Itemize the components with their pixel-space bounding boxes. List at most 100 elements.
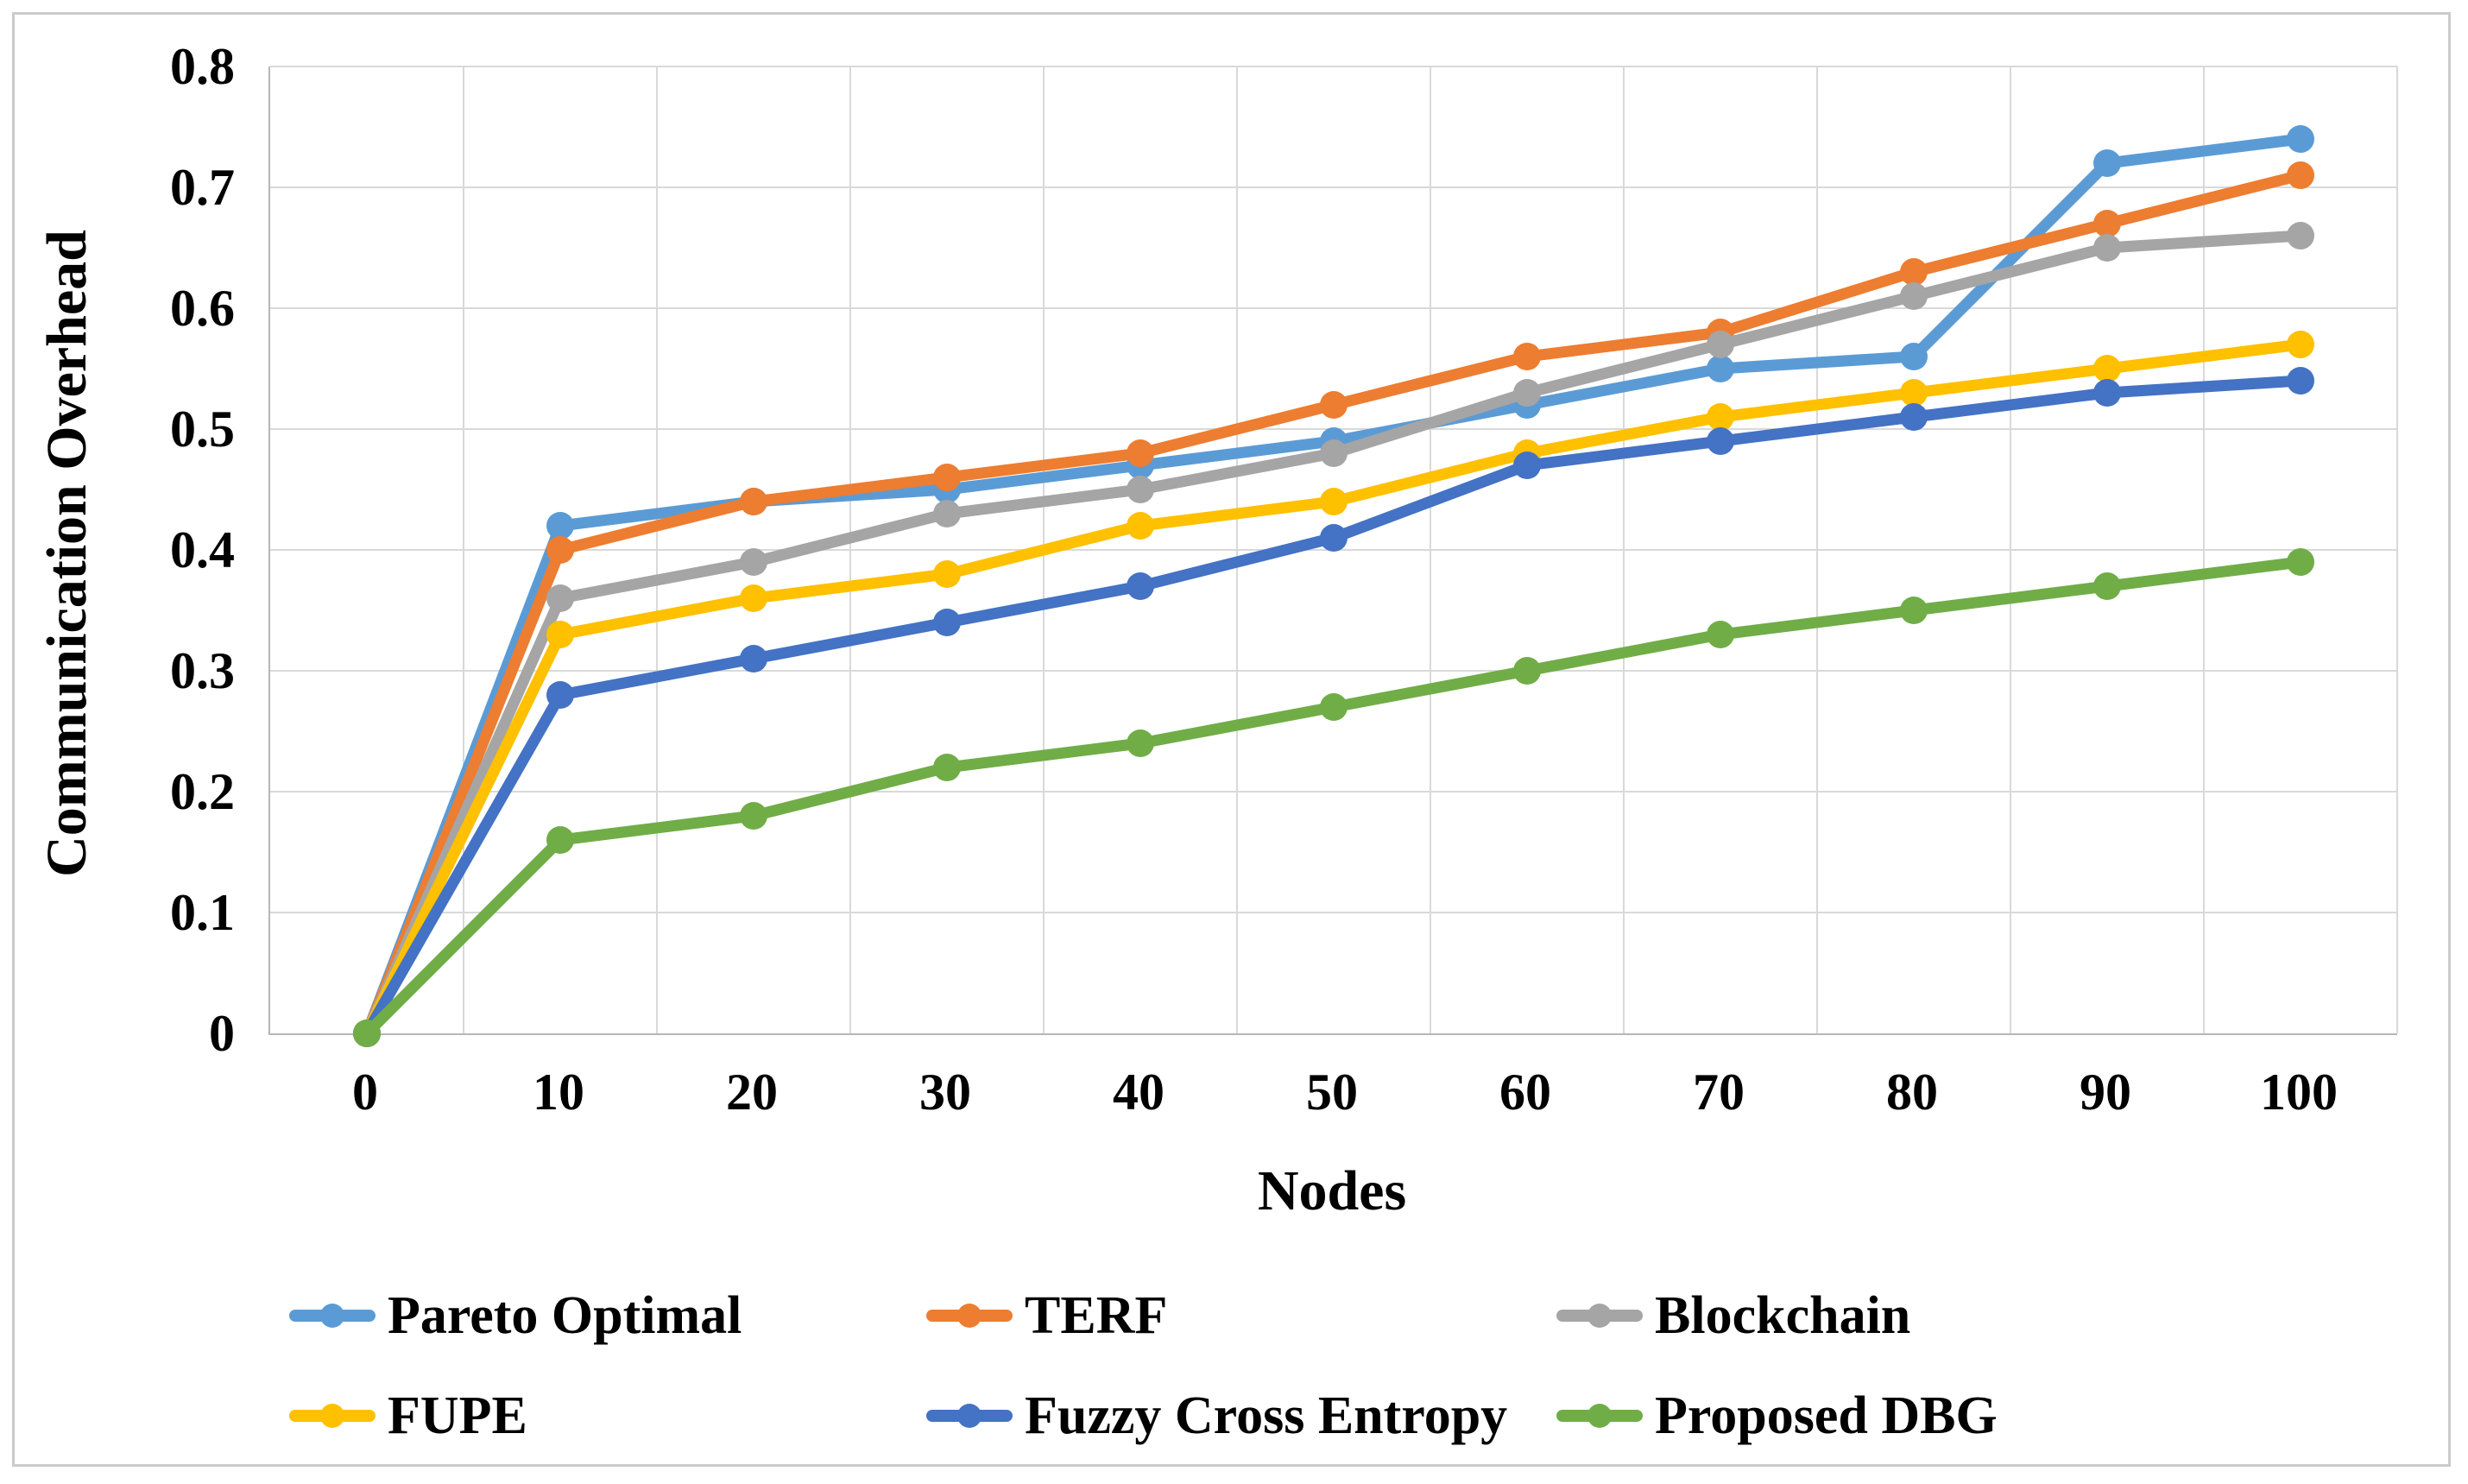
data-point-marker (546, 826, 574, 854)
x-axis-title: Nodes (1257, 1159, 1407, 1222)
data-point-marker (546, 584, 574, 612)
series-polyline (361, 230, 2307, 1039)
horizontal-gridline (270, 791, 2397, 793)
data-point-marker (1707, 355, 1734, 382)
horizontal-gridline (270, 307, 2397, 309)
data-point-marker (1707, 403, 1734, 431)
data-point-marker (740, 584, 767, 612)
figure-frame (12, 12, 2451, 1467)
legend-label: FUPE (388, 1386, 527, 1445)
data-point-marker (1900, 282, 1928, 310)
vertical-gridline (656, 66, 658, 1033)
legend-label: Fuzzy Cross Entropy (1025, 1386, 1508, 1445)
data-point-marker (1127, 439, 1154, 467)
vertical-gridline (1430, 66, 1431, 1033)
data-point-marker (546, 621, 574, 648)
data-point-marker (546, 536, 574, 564)
vertical-gridline (1236, 66, 1238, 1033)
x-axis-tick-label: 0 (352, 1064, 378, 1121)
data-point-marker (2287, 548, 2314, 576)
data-point-marker (1900, 597, 1928, 624)
data-point-marker (2287, 161, 2314, 189)
vertical-gridline (1816, 66, 1818, 1033)
data-point-marker (1320, 391, 1348, 419)
data-point-marker (2093, 572, 2121, 600)
data-point-marker (2287, 367, 2314, 395)
data-point-marker (2287, 125, 2314, 153)
data-point-marker (1707, 427, 1734, 455)
vertical-gridline (2203, 66, 2205, 1033)
y-axis-tick-label: 0.2 (170, 763, 235, 820)
data-point-marker (740, 645, 767, 673)
data-point-marker (1513, 379, 1541, 407)
y-axis-tick-label: 0 (209, 1005, 235, 1062)
legend-label: Pareto Optimal (388, 1286, 742, 1345)
data-point-marker (1707, 331, 1734, 358)
series-polyline (361, 556, 2307, 1039)
vertical-gridline (2010, 66, 2011, 1033)
series-layer (353, 125, 2314, 1047)
y-axis-tick-label: 0.4 (170, 521, 235, 578)
x-axis-tick-label: 50 (1306, 1064, 1358, 1121)
legend-point-marker-icon (320, 1404, 344, 1428)
x-axis-tick-label: 10 (533, 1064, 584, 1121)
vertical-gridline (463, 66, 464, 1033)
x-axis-tick-label: 100 (2260, 1064, 2338, 1121)
legend-label: TERF (1025, 1286, 1168, 1345)
y-axis-tick-label: 0.6 (170, 280, 235, 337)
data-point-marker (1513, 657, 1541, 685)
data-point-marker (2287, 331, 2314, 358)
y-axis-tick-label: 0.8 (170, 38, 235, 95)
y-axis-tick-label: 0.3 (170, 642, 235, 699)
vertical-gridline (2396, 66, 2398, 1033)
data-point-marker (1320, 524, 1348, 552)
data-point-marker (740, 802, 767, 830)
x-axis-tick-label: 20 (726, 1064, 778, 1121)
x-axis-tick-label: 60 (1499, 1064, 1551, 1121)
data-point-marker (2093, 210, 2121, 237)
y-axis-tick-label: 0.7 (170, 159, 235, 216)
series-line-fupe (353, 331, 2314, 1047)
plot-area (268, 66, 2398, 1047)
data-point-marker (2287, 222, 2314, 249)
data-point-marker (933, 560, 961, 588)
legend-label: Blockchain (1655, 1286, 1911, 1345)
data-point-marker (1900, 343, 1928, 370)
data-point-marker (933, 500, 961, 527)
horizontal-gridline (270, 66, 2397, 67)
data-point-marker (933, 464, 961, 491)
data-point-marker (546, 512, 574, 540)
series-line-proposed-dbg (353, 548, 2314, 1047)
horizontal-gridline (270, 912, 2397, 913)
data-point-marker (1127, 512, 1154, 540)
horizontal-gridline (270, 670, 2397, 672)
data-point-marker (2093, 379, 2121, 407)
data-point-marker (1320, 693, 1348, 721)
data-point-marker (1127, 729, 1154, 757)
data-point-marker (1900, 379, 1928, 407)
data-point-marker (740, 488, 767, 515)
y-axis-tick-label: 0.5 (170, 401, 235, 458)
data-point-marker (1513, 452, 1541, 479)
data-point-marker (1127, 476, 1154, 503)
data-point-marker (933, 609, 961, 636)
data-point-marker (1127, 572, 1154, 600)
data-point-marker (1320, 488, 1348, 515)
legend-point-marker-icon (957, 1304, 982, 1328)
data-point-marker (1513, 343, 1541, 370)
legend-label: Proposed DBG (1655, 1386, 1998, 1445)
x-axis-tick-label: 90 (2080, 1064, 2131, 1121)
horizontal-gridline (270, 186, 2397, 188)
x-axis-tick-label: 30 (919, 1064, 971, 1121)
series-line-terf (353, 161, 2314, 1047)
data-point-marker (2093, 234, 2121, 262)
data-point-marker (2093, 355, 2121, 382)
data-point-marker (2093, 149, 2121, 177)
data-point-marker (933, 754, 961, 781)
legend-point-marker-icon (320, 1304, 344, 1328)
legend-point-marker-icon (1587, 1304, 1612, 1328)
x-axis-tick-label: 80 (1886, 1064, 1938, 1121)
x-axis-tick-label: 70 (1693, 1064, 1745, 1121)
data-point-marker (353, 1020, 381, 1047)
